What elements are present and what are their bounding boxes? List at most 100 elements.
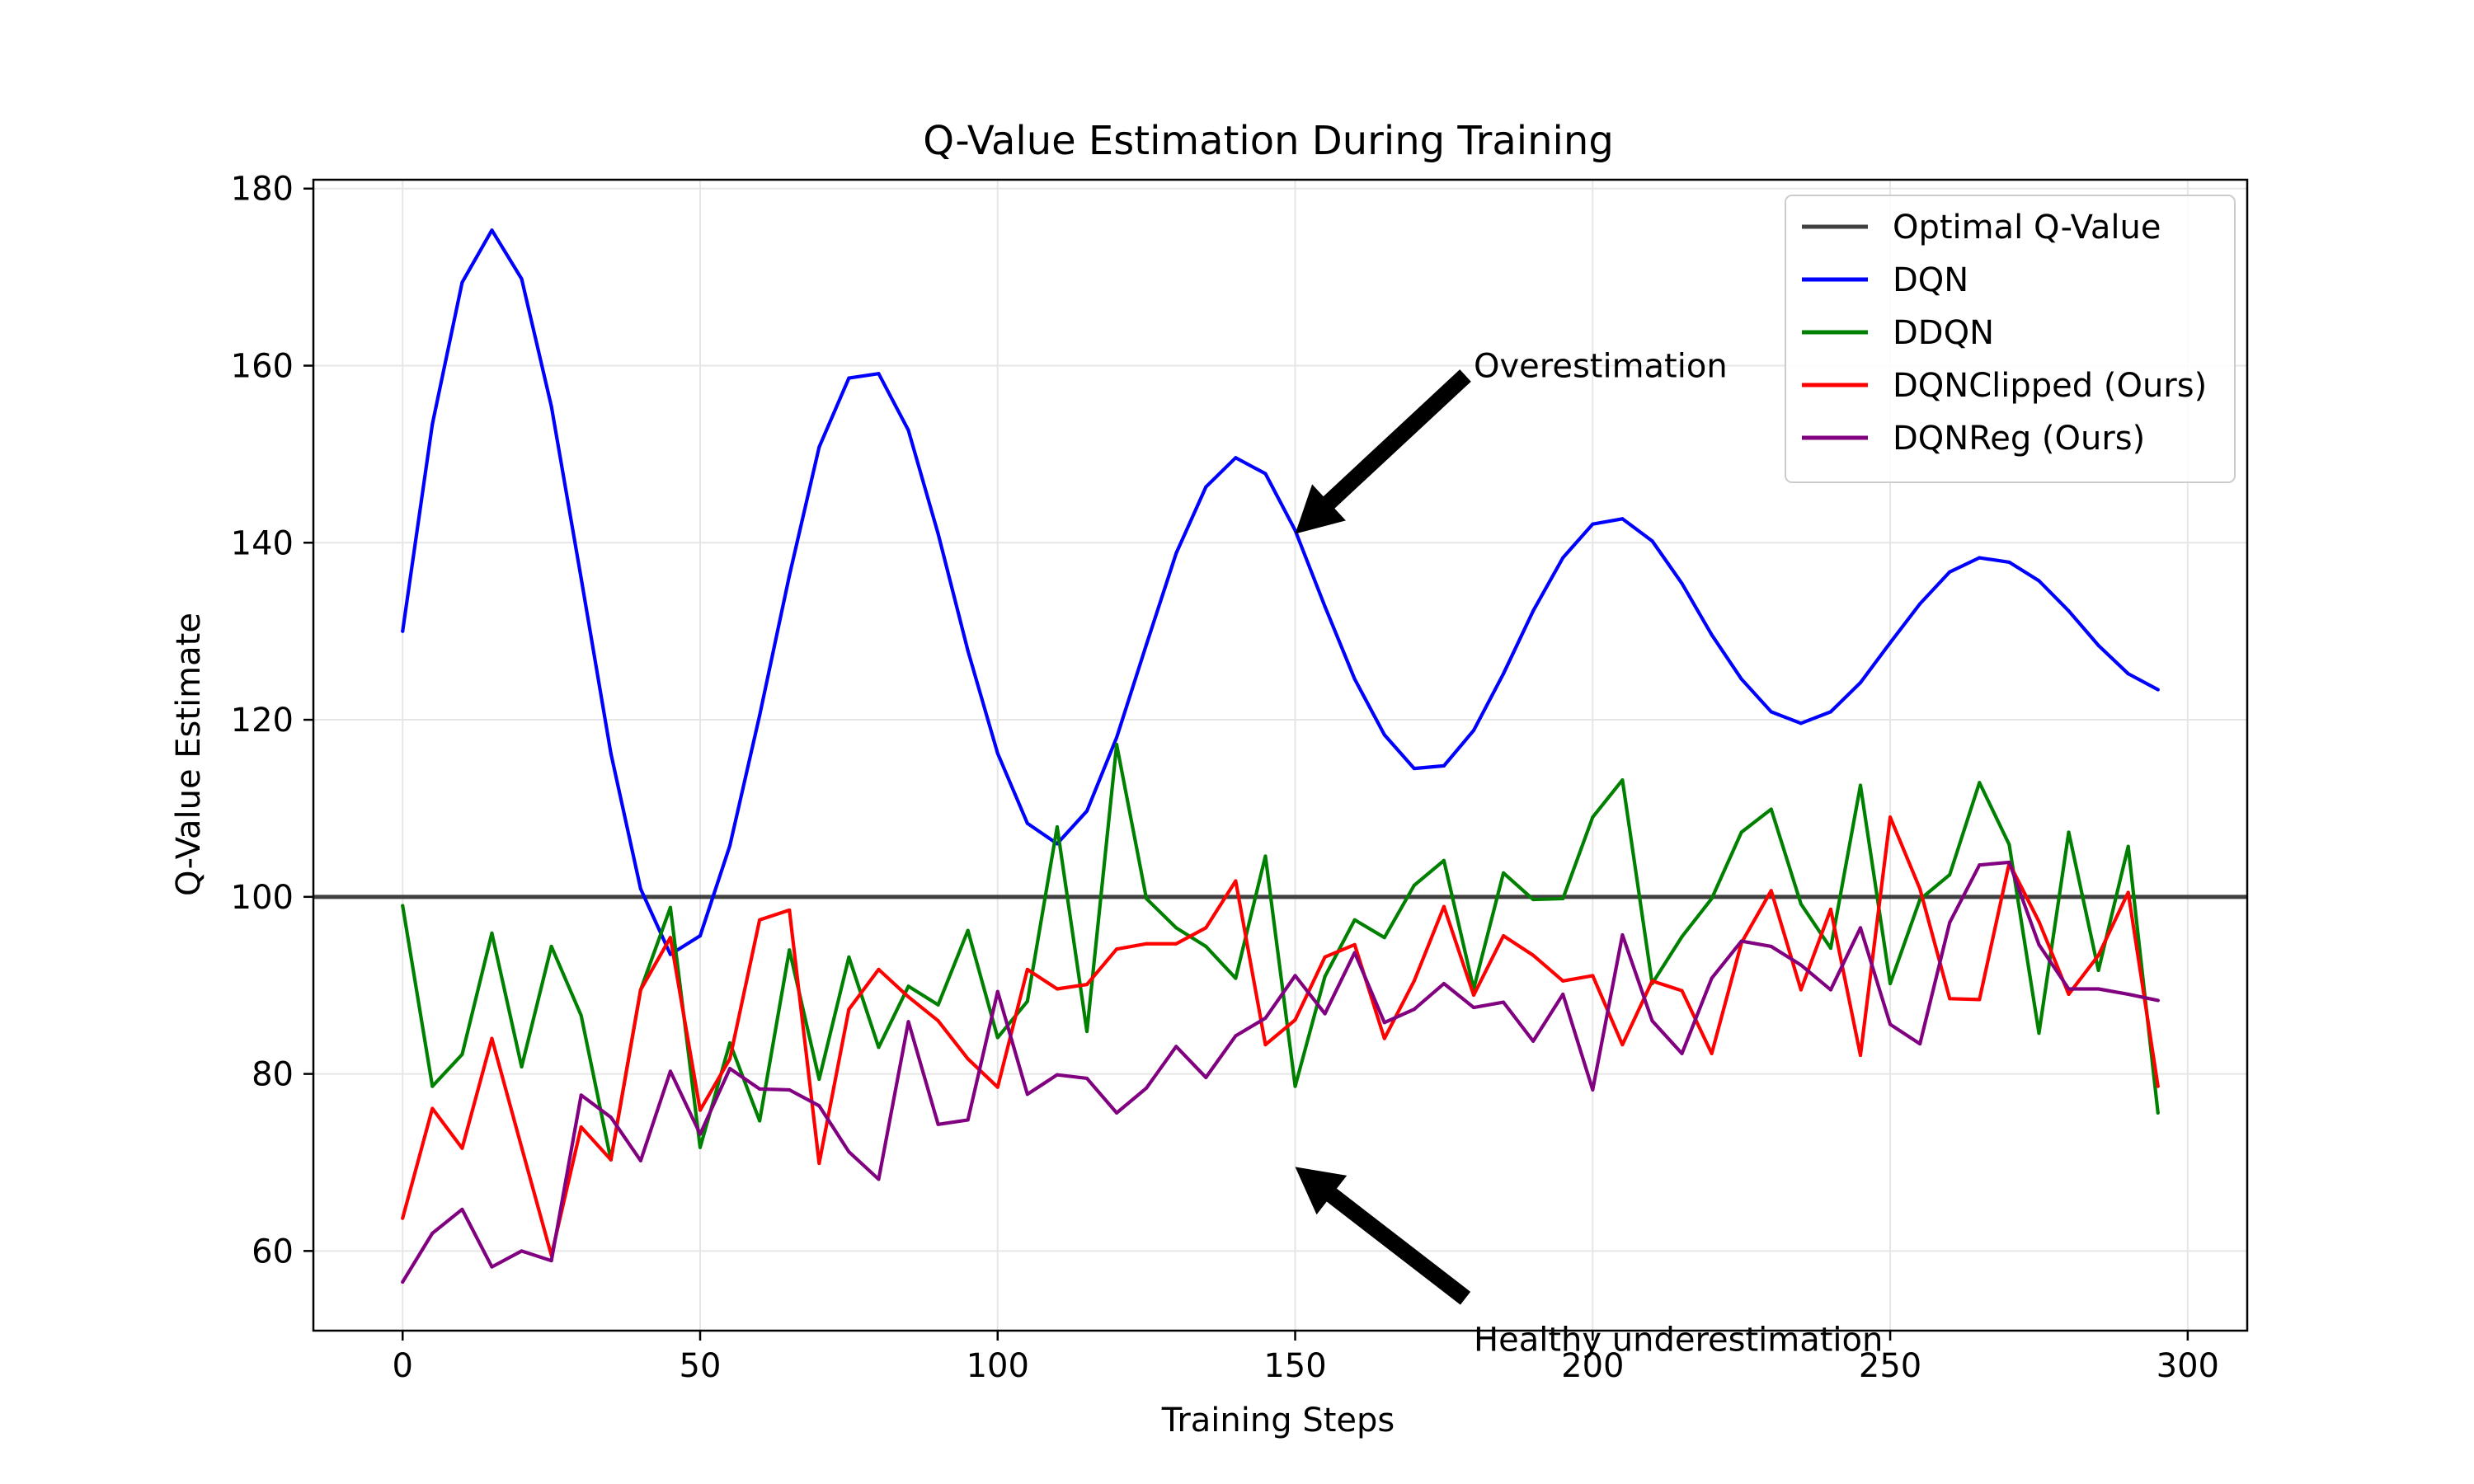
plot-frame [312,178,2249,1332]
data-point-dqnreg-ours [1442,982,1446,986]
data-point-dqn [401,629,405,633]
data-point-ddqn [1442,858,1446,862]
data-point-dqnreg-ours [2156,998,2160,1003]
data-point-dqn [1174,552,1178,556]
data-point-dqn [1978,556,1982,560]
data-point-dqnreg-ours [1948,920,1952,924]
data-point-dqnclipped-ours [1799,988,1803,992]
data-point-dqnclipped-ours [401,1216,405,1220]
data-point-ddqn [401,904,405,908]
data-point-dqn [638,887,642,891]
y-tick-label: 120 [231,702,294,740]
data-point-dqn [520,277,524,281]
data-point-ddqn [1085,1030,1089,1034]
data-point-ddqn [1710,896,1714,900]
data-point-dqn [698,934,702,938]
data-point-dqn [1412,767,1416,771]
data-point-dqn [1561,556,1565,560]
data-point-dqn [1502,672,1506,676]
data-point-dqnclipped-ours [847,1007,851,1012]
data-point-dqnclipped-ours [1769,889,1773,893]
data-point-dqnclipped-ours [520,1145,524,1149]
data-point-ddqn [460,1052,464,1056]
data-point-dqn [1948,570,1952,574]
x-tick-label: 250 [1859,1347,1921,1385]
data-point-dqnreg-ours [906,1020,910,1024]
data-point-dqnclipped-ours [995,1085,999,1089]
data-point-ddqn [1204,944,1208,948]
data-point-dqn [1710,632,1714,636]
data-point-dqn [1591,522,1595,526]
data-point-dqnreg-ours [1769,944,1773,948]
data-point-dqn [1025,821,1029,825]
data-point-dqnreg-ours [2126,992,2130,996]
x-tick-label: 150 [1263,1347,1326,1385]
data-point-dqnclipped-ours [1978,998,1982,1002]
data-point-dqnclipped-ours [1680,989,1684,993]
data-point-dqn [1442,763,1446,768]
data-point-ddqn [1352,918,1357,922]
data-point-ddqn [1799,902,1803,906]
data-point-dqnclipped-ours [1888,815,1893,819]
data-point-ddqn [1174,926,1178,930]
data-point-dqnreg-ours [1472,1006,1475,1010]
data-point-dqn [430,422,435,426]
data-point-ddqn [2126,844,2130,848]
data-point-dqnclipped-ours [698,1108,702,1112]
data-point-ddqn [906,984,910,989]
data-point-dqnclipped-ours [966,1057,970,1061]
data-point-dqnreg-ours [1710,976,1714,980]
x-tick-label: 50 [680,1347,722,1385]
data-point-dqnclipped-ours [2126,890,2130,895]
series-group-dqnreg-ours [401,860,2160,1284]
data-point-dqnreg-ours [877,1177,881,1181]
data-point-dqnclipped-ours [1591,974,1595,978]
data-point-dqnreg-ours [1918,1042,1922,1046]
data-point-ddqn [520,1064,524,1068]
data-point-ddqn [1145,896,1149,900]
series-line-dqnclipped-ours [401,815,2160,1257]
data-point-dqn [1859,680,1862,684]
data-point-ddqn [549,944,553,948]
data-point-ddqn [1263,854,1268,858]
data-point-dqn [1888,641,1893,645]
data-point-dqnreg-ours [1085,1076,1089,1080]
data-point-dqn [1799,721,1803,726]
data-point-ddqn [1561,896,1565,900]
chart-title: Q-Value Estimation During Training [923,118,1614,164]
legend-label: DDQN [1893,314,1994,352]
data-point-ddqn [847,955,851,959]
data-point-dqnreg-ours [788,1087,792,1092]
series-group-ddqn [401,743,2160,1162]
data-point-dqnreg-ours [1502,1000,1506,1004]
data-point-dqnreg-ours [430,1231,435,1235]
data-point-dqnclipped-ours [2037,919,2041,923]
legend-label: DQNReg (Ours) [1893,420,2145,458]
data-point-dqnclipped-ours [1531,953,1536,957]
data-point-dqnreg-ours [638,1158,642,1162]
data-point-ddqn [1234,976,1238,980]
data-point-ddqn [698,1145,702,1149]
data-point-dqnreg-ours [1650,1019,1654,1023]
data-point-dqn [579,576,583,580]
data-point-ddqn [966,928,970,932]
series-group-dqnclipped-ours [401,815,2160,1257]
data-point-dqnclipped-ours [1025,967,1029,971]
data-point-dqn [1263,472,1268,476]
data-point-ddqn [1323,974,1327,979]
data-point-dqn [817,445,821,449]
data-point-dqnclipped-ours [430,1106,435,1111]
data-point-dqnreg-ours [2037,942,2041,946]
data-point-ddqn [2096,968,2100,972]
data-point-dqn [1620,517,1625,521]
data-point-dqnclipped-ours [1352,942,1357,946]
data-point-dqnreg-ours [401,1280,405,1284]
data-point-ddqn [1828,946,1832,951]
data-point-dqnreg-ours [966,1118,970,1122]
data-point-dqn [1472,728,1475,732]
data-point-dqnreg-ours [995,989,999,993]
series-layer [401,228,2160,1284]
y-tick-label: 80 [252,1056,294,1094]
data-point-dqnreg-ours [1620,932,1625,937]
y-tick-label: 180 [231,171,294,209]
